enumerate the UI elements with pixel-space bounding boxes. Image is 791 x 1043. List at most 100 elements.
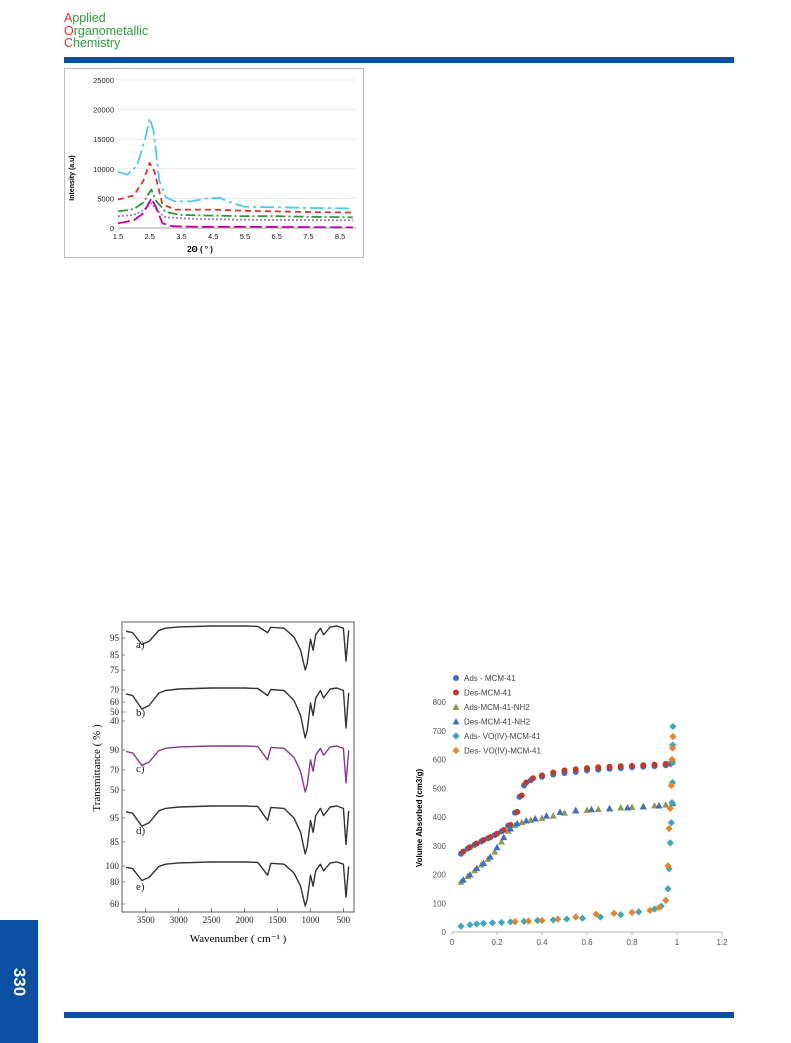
isotherm-point-series-2 bbox=[473, 840, 480, 847]
xrd-series-line-3 bbox=[117, 188, 353, 219]
isotherm-point-series-5 bbox=[457, 922, 465, 930]
ftir-y-tick-label: 80 bbox=[110, 877, 120, 887]
xrd-y-tick-label: 15000 bbox=[93, 135, 114, 144]
isotherm-point-series-2 bbox=[595, 764, 602, 771]
ftir-panel-label: a) bbox=[136, 639, 145, 651]
isotherm-point-series-6 bbox=[668, 744, 677, 752]
isotherm-point-series-4 bbox=[606, 804, 613, 812]
journal-initial: O bbox=[64, 23, 74, 38]
ftir-y-tick-label: 85 bbox=[110, 650, 120, 660]
ftir-x-tick-label: 1000 bbox=[301, 915, 320, 925]
isotherm-point-series-5 bbox=[473, 920, 481, 928]
isotherm-point-series-4 bbox=[572, 806, 580, 814]
isotherm-point-series-3 bbox=[617, 804, 625, 811]
ftir-y-tick-label: 75 bbox=[110, 665, 120, 675]
journal-line-2: Organometallic bbox=[64, 23, 148, 38]
ftir-y-tick-label: 90 bbox=[110, 745, 120, 755]
isotherm-point-series-4 bbox=[624, 804, 631, 811]
isotherm-point-series-4 bbox=[513, 819, 521, 827]
isotherm-point-series-5 bbox=[479, 919, 488, 927]
isotherm-point-series-5 bbox=[617, 911, 625, 919]
isotherm-point-series-4 bbox=[588, 805, 595, 813]
isotherm-point-series-2 bbox=[561, 767, 568, 774]
ftir-frame bbox=[121, 621, 355, 913]
isotherm-point-series-6 bbox=[610, 909, 618, 917]
ftir-y-tick-label: 100 bbox=[106, 861, 120, 871]
isotherm-point-series-2 bbox=[640, 762, 647, 769]
isotherm-y-axis-label: Volume Absorbed (cm3/g) bbox=[415, 769, 424, 868]
isotherm-point-series-4 bbox=[493, 843, 501, 851]
isotherm-point-series-2 bbox=[606, 763, 613, 770]
isotherm-y-tick-label: 0 bbox=[442, 928, 447, 937]
ftir-y-tick-label: 60 bbox=[110, 697, 120, 707]
isotherm-point-series-6 bbox=[572, 913, 580, 921]
isotherm-point-series-5 bbox=[497, 918, 506, 927]
isotherm-point-series-2 bbox=[572, 766, 579, 773]
isotherm-point-series-2 bbox=[539, 772, 545, 779]
isotherm-point-series-6 bbox=[538, 916, 546, 925]
isotherm-point-series-4 bbox=[556, 808, 564, 815]
isotherm-point-series-2 bbox=[518, 792, 525, 799]
isotherm-point-series-6 bbox=[524, 917, 533, 925]
xrd-x-tick-label: 4.5 bbox=[208, 232, 218, 241]
ftir-y-tick-label: 50 bbox=[110, 785, 120, 795]
isotherm-y-tick-label: 300 bbox=[433, 842, 447, 851]
isotherm-point-series-4 bbox=[507, 825, 514, 832]
ftir-spectrum-2 bbox=[125, 687, 350, 739]
xrd-x-tick-label: 7.5 bbox=[303, 232, 313, 241]
isotherm-point-series-6 bbox=[667, 781, 675, 789]
isotherm-point-series-4 bbox=[655, 802, 663, 809]
isotherm-point-series-5 bbox=[596, 913, 605, 921]
isotherm-point-series-5 bbox=[563, 915, 571, 923]
isotherm-point-series-3 bbox=[628, 803, 636, 810]
xrd-y-tick-label: 10000 bbox=[93, 165, 114, 174]
isotherm-legend-label: Ads- VO(IV)-MCM-41 bbox=[464, 732, 541, 741]
isotherm-point-series-2 bbox=[460, 848, 467, 855]
isotherm-point-series-6 bbox=[511, 918, 519, 926]
isotherm-y-tick-label: 800 bbox=[433, 698, 447, 707]
isotherm-point-series-4 bbox=[639, 802, 647, 810]
xrd-x-tick-label: 1.5 bbox=[113, 232, 123, 241]
ftir-panel-label: e) bbox=[136, 881, 145, 893]
isotherm-point-series-3 bbox=[662, 801, 670, 808]
ftir-y-axis-label: Transmittance ( % ) bbox=[91, 724, 103, 812]
ftir-y-tick-label: 60 bbox=[110, 899, 120, 909]
isotherm-point-series-2 bbox=[467, 844, 473, 851]
isotherm-chart: 0 100 200 300 400 500 600 700 800 0 0.2 0.4 0.6 0.8 1 1… bbox=[415, 674, 728, 947]
isotherm-point-series-5 bbox=[666, 839, 674, 847]
isotherm-point-series-5 bbox=[667, 819, 675, 827]
ftir-y-tick-label: 85 bbox=[110, 837, 120, 847]
journal-initial: A bbox=[64, 11, 73, 25]
ftir-x-tick-label: 2000 bbox=[236, 915, 255, 925]
isotherm-point-series-4 bbox=[473, 864, 481, 872]
ftir-y-tick-label: 40 bbox=[110, 716, 120, 726]
isotherm-legend-label: Des-MCM-41 bbox=[464, 689, 512, 698]
isotherm-x-tick-label: 0.4 bbox=[536, 938, 548, 947]
isotherm-point-series-4 bbox=[480, 859, 487, 866]
isotherm-point-series-5 bbox=[488, 919, 497, 927]
isotherm-x-tick-label: 0.8 bbox=[626, 938, 638, 947]
ftir-spectrum-3 bbox=[125, 745, 350, 793]
xrd-y-axis-label: Intensity (a.u) bbox=[69, 155, 76, 201]
xrd-x-tick-label: 2.5 bbox=[145, 232, 155, 241]
ftir-y-tick-label: 95 bbox=[110, 813, 120, 823]
ftir-spectrum-1 bbox=[125, 625, 350, 671]
isotherm-y-tick-label: 600 bbox=[433, 756, 447, 765]
isotherm-point-series-6 bbox=[669, 732, 677, 741]
ftir-panel-label: d) bbox=[136, 825, 146, 837]
journal-logo: Applied Organometallic Chemistry bbox=[64, 12, 148, 50]
isotherm-point-series-4 bbox=[522, 816, 530, 824]
ftir-spectrum-5 bbox=[125, 861, 350, 907]
isotherm-point-series-3 bbox=[538, 814, 546, 821]
isotherm-point-series-6 bbox=[592, 910, 600, 918]
isotherm-point-series-5 bbox=[549, 916, 557, 924]
ftir-panel-label: b) bbox=[136, 707, 146, 719]
journal-line-3: Chemistry bbox=[64, 37, 148, 50]
page-number: 330 bbox=[10, 967, 29, 996]
isotherm-y-tick-label: 700 bbox=[433, 727, 447, 736]
isotherm-y-tick-label: 500 bbox=[433, 784, 447, 793]
isotherm-point-series-6 bbox=[554, 915, 562, 923]
isotherm-point-series-2 bbox=[550, 769, 557, 776]
isotherm-point-series-3 bbox=[491, 848, 499, 855]
xrd-series-line-2 bbox=[117, 162, 353, 214]
